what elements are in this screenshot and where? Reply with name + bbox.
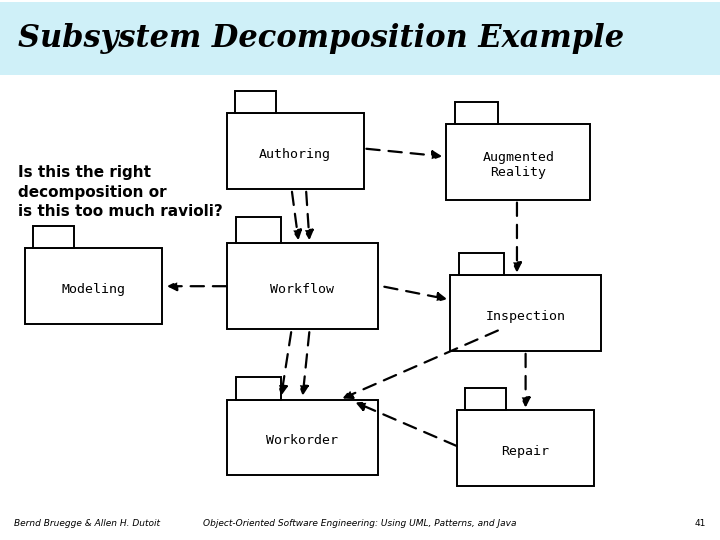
Bar [459, 253, 505, 275]
Bar [236, 217, 282, 243]
Text: Modeling: Modeling [62, 283, 125, 296]
Bar [457, 410, 594, 486]
Bar [25, 248, 162, 324]
Text: Workorder: Workorder [266, 434, 338, 447]
Text: Object-Oriented Software Engineering: Using UML, Patterns, and Java: Object-Oriented Software Engineering: Us… [203, 519, 517, 528]
Bar [236, 377, 282, 400]
Text: 41: 41 [694, 519, 706, 528]
Bar [33, 226, 74, 248]
Text: Repair: Repair [502, 445, 549, 458]
Text: Bernd Bruegge & Allen H. Dutoit: Bernd Bruegge & Allen H. Dutoit [14, 519, 161, 528]
Text: Workflow: Workflow [271, 283, 334, 296]
Bar [465, 388, 506, 410]
Bar [235, 91, 276, 113]
Bar [227, 113, 364, 189]
Text: Authoring: Authoring [259, 148, 331, 161]
Text: Is this the right
decomposition or
is this too much ravioli?: Is this the right decomposition or is th… [18, 165, 222, 219]
Bar [0, 2, 720, 75]
Bar [227, 243, 378, 329]
Text: Augmented
Reality: Augmented Reality [482, 151, 554, 179]
Bar [450, 275, 601, 351]
Text: Inspection: Inspection [485, 310, 566, 323]
Bar [446, 124, 590, 200]
Bar [227, 400, 378, 475]
Bar [455, 102, 498, 124]
Text: Subsystem Decomposition Example: Subsystem Decomposition Example [18, 23, 624, 54]
